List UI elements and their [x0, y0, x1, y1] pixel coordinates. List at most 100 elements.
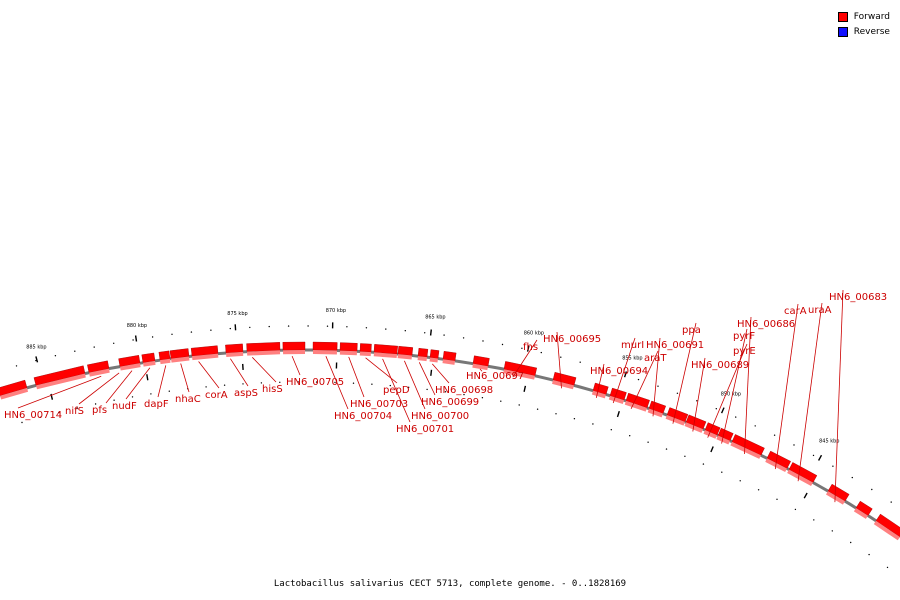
leader-line [325, 356, 349, 410]
gene-label: pepD [383, 385, 410, 396]
gene-shadow [171, 356, 190, 363]
gene-label: pfs [92, 405, 107, 416]
leader-line [252, 357, 277, 383]
tick-label: 855 kbp [622, 356, 642, 362]
gene-shadow [665, 415, 685, 426]
inner-tick [523, 385, 527, 392]
tick-label: 845 kbp [819, 439, 839, 445]
gene-block [417, 347, 429, 362]
tick-dot [684, 455, 686, 457]
gene-block [246, 342, 281, 356]
inner-tick [50, 393, 54, 400]
tick-dot [560, 356, 562, 358]
tick-dot [76, 407, 78, 409]
tick-dot [190, 331, 193, 333]
tick-dot [334, 381, 336, 384]
gene-label: araT [644, 353, 667, 364]
gene-shadow [873, 520, 900, 541]
leader-line [404, 360, 426, 410]
tick-dot [346, 326, 348, 328]
leader-line [105, 370, 133, 404]
tick-dot [39, 416, 42, 418]
leader-line [230, 358, 249, 387]
tick-dot [113, 342, 115, 344]
gene-label: pyrF [733, 331, 755, 342]
tick-dot [326, 325, 329, 327]
tick-dot [297, 381, 299, 383]
tick-dot [754, 425, 756, 427]
leader-line [431, 363, 450, 384]
gene-face [312, 341, 338, 351]
leader-line [595, 363, 605, 398]
tick-label: 860 kbp [524, 330, 544, 336]
tick-dot [58, 411, 60, 414]
genome-backbone [0, 348, 900, 539]
tick-dot [868, 553, 870, 556]
tick-dot [307, 325, 309, 327]
tick-dot [371, 383, 373, 385]
tick-dot [315, 381, 318, 383]
gene-label: HN6_00700 [411, 411, 469, 422]
gene-label: ppa [682, 325, 701, 336]
gene-shadow [192, 353, 219, 361]
gene-block [0, 379, 29, 400]
gene-face [282, 341, 306, 351]
leader-line [612, 337, 636, 404]
gene-block [442, 351, 457, 365]
gene-block [118, 355, 141, 371]
major-tick [35, 356, 39, 363]
gene-shadow [339, 350, 357, 356]
tick-label: 885 kbp [26, 345, 46, 351]
gene-label: pyrE [733, 346, 756, 357]
gene-face [359, 343, 372, 353]
gene-label: dapF [144, 399, 169, 410]
gene-shadow [283, 350, 305, 355]
tick-dot [482, 340, 484, 342]
leader-line [744, 316, 752, 455]
gene-shadow [825, 491, 845, 505]
leader-line [348, 356, 365, 398]
gene-labels: HN6_00714 nifS pfs nudF dapF nhaC corA aspS hisS… [4, 292, 887, 435]
gene-block [716, 427, 734, 445]
gene-label: HN6_00703 [350, 399, 408, 410]
gene-face [429, 349, 440, 359]
major-tick [526, 345, 530, 352]
gene-face [417, 347, 429, 358]
leader-line [512, 339, 538, 378]
gene-shadow [120, 363, 141, 371]
tick-dot [831, 530, 833, 532]
leader-line [630, 350, 659, 409]
tick-dot [676, 392, 679, 394]
gene-shadow [716, 435, 730, 445]
tick-dot [637, 378, 640, 381]
tick-dot [739, 480, 741, 482]
gene-shadow [359, 351, 371, 357]
major-tick [429, 329, 432, 336]
leader-line [692, 357, 706, 432]
tick-dot [385, 328, 387, 330]
tick-dot [131, 396, 134, 398]
gene-block [359, 343, 372, 357]
gene-face [397, 345, 414, 356]
tick-dot [850, 541, 852, 544]
gene-label: corA [205, 390, 228, 401]
tick-dot [757, 489, 760, 491]
leader-line [17, 375, 102, 409]
gene-block [624, 392, 650, 412]
gene-block [33, 365, 86, 390]
gene-face [442, 351, 457, 362]
tick-dot [813, 519, 815, 521]
tick-dot [521, 347, 523, 349]
tick-dot [268, 325, 270, 328]
gene-label: HN6_00697 [466, 371, 524, 382]
tick-dot [404, 330, 406, 332]
gene-block [787, 462, 818, 487]
gene-block [312, 341, 338, 355]
tick-dot [696, 400, 698, 402]
gene-label: HN6_00695 [543, 334, 601, 345]
tick-dot [54, 355, 57, 357]
gene-face [158, 350, 171, 361]
tick-dot [610, 429, 612, 431]
gene-shadow [226, 351, 244, 357]
